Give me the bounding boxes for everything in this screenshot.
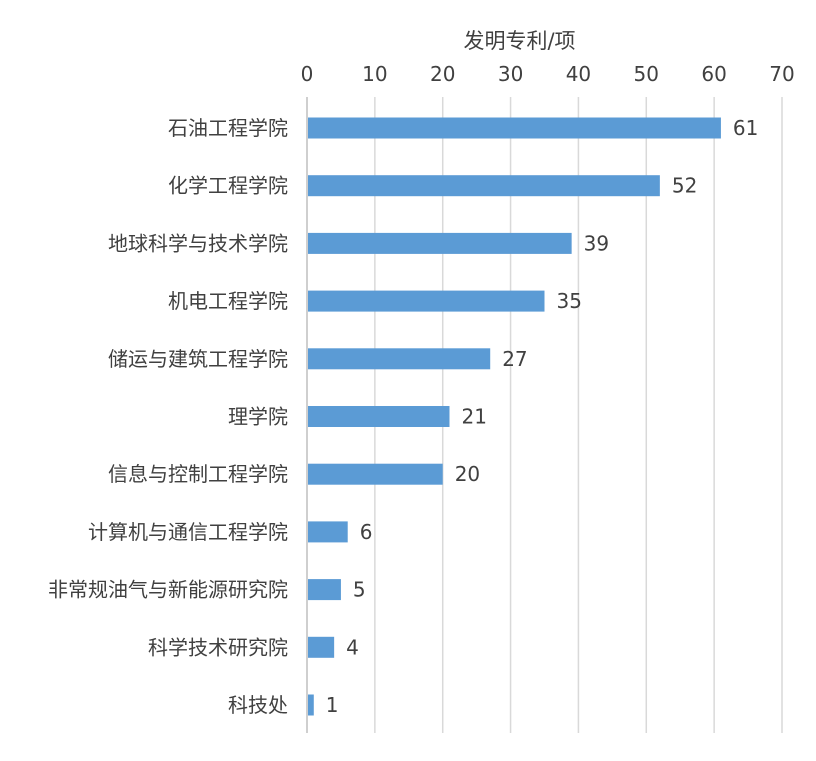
bar-layer [308,117,721,716]
bar [308,117,721,139]
category-label: 化学工程学院 [168,174,288,198]
category-label: 机电工程学院 [168,289,288,313]
x-tick-label: 0 [301,62,314,86]
category-label: 计算机与通信工程学院 [88,520,288,544]
x-tick-label: 20 [430,62,455,86]
bar [308,406,450,427]
category-label: 石油工程学院 [168,116,288,140]
data-label: 6 [360,520,373,544]
data-label: 20 [455,462,480,486]
bar [308,232,572,254]
category-label: 地球科学与技术学院 [108,231,288,255]
category-label: 信息与控制工程学院 [108,462,288,486]
bar [308,175,660,197]
data-label: 35 [557,289,582,313]
bar [308,463,443,485]
data-label: 4 [346,635,359,659]
bar [308,579,341,601]
bar [308,348,491,370]
data-label: 27 [502,347,527,371]
x-tick-label: 50 [634,62,659,86]
bar [308,694,314,716]
x-tick-label: 70 [769,62,794,86]
x-tick-label: 40 [566,62,591,86]
x-tick-label: 10 [362,62,387,86]
data-label: 61 [733,116,758,140]
category-label: 非常规油气与新能源研究院 [48,578,288,602]
data-label: 5 [353,578,366,602]
data-label: 52 [672,174,697,198]
category-label: 科技处 [228,693,288,717]
data-label: 1 [326,693,339,717]
x-tick-label: 60 [701,62,726,86]
data-label: 39 [584,231,609,255]
data-label: 21 [462,405,487,429]
x-axis-title: 发明专利/项 [463,29,575,53]
bar [308,290,545,312]
category-label: 科学技术研究院 [148,635,288,659]
category-label: 理学院 [228,405,288,429]
category-label: 储运与建筑工程学院 [108,347,288,371]
x-tick-label: 30 [498,62,523,86]
bar [308,636,335,658]
bar [308,521,348,543]
